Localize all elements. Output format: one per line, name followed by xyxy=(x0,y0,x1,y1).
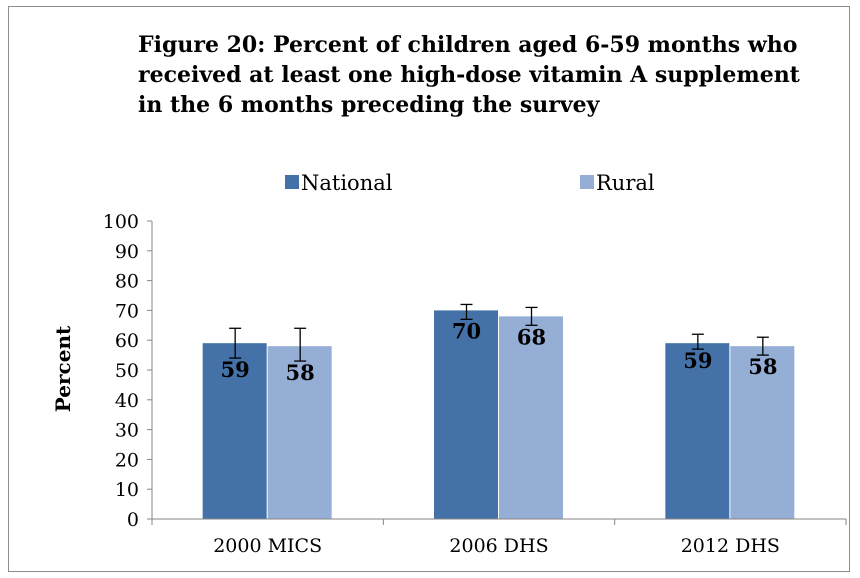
legend-swatch-rural xyxy=(580,175,594,189)
bars xyxy=(202,310,795,519)
y-tick-label: 60 xyxy=(115,330,139,352)
y-tick-label: 80 xyxy=(115,271,139,293)
y-tick-label: 90 xyxy=(115,241,139,263)
x-tick-label: 2000 MICS xyxy=(213,535,322,557)
chart-title-line: received at least one high-dose vitamin … xyxy=(138,62,800,88)
bar-rural xyxy=(499,316,563,519)
y-tick-label: 70 xyxy=(115,300,139,322)
bar-national xyxy=(665,343,730,519)
y-tick-label: 0 xyxy=(127,509,139,531)
chart-title-line: in the 6 months preceding the survey xyxy=(138,92,600,118)
y-tick-label: 40 xyxy=(115,390,139,412)
x-tick-label: 2006 DHS xyxy=(449,535,548,557)
y-tick-label: 10 xyxy=(115,479,139,501)
y-tick-label: 20 xyxy=(115,449,139,471)
chart-title: Figure 20: Percent of children aged 6-59… xyxy=(138,30,818,120)
data-label: 58 xyxy=(748,354,777,379)
y-tick-label: 30 xyxy=(115,420,139,442)
legend-swatch-national xyxy=(285,175,299,189)
legend: National Rural xyxy=(285,171,655,195)
error-bars xyxy=(229,303,769,362)
bar-rural xyxy=(730,346,795,519)
data-labels: 59 58 70 68 59 58 xyxy=(221,318,778,385)
y-axis-label: Percent xyxy=(51,325,75,412)
legend-label-rural: Rural xyxy=(596,171,655,195)
data-label: 59 xyxy=(683,348,712,373)
x-tick-label: 2012 DHS xyxy=(681,535,780,557)
bar-national xyxy=(202,343,267,519)
data-label: 68 xyxy=(517,324,546,349)
data-label: 70 xyxy=(452,318,481,343)
y-axis-ticks: 0 10 20 30 40 50 60 70 80 90 100 xyxy=(103,211,152,531)
data-label: 59 xyxy=(221,357,250,382)
legend-label-national: National xyxy=(301,171,393,195)
data-label: 58 xyxy=(286,360,315,385)
y-tick-label: 50 xyxy=(115,360,139,382)
bar-rural xyxy=(267,346,332,519)
x-axis-ticks: 2000 MICS 2006 DHS 2012 DHS xyxy=(151,519,847,557)
chart-title-line: Figure 20: Percent of children aged 6-59… xyxy=(138,32,798,58)
y-tick-label: 100 xyxy=(103,211,139,233)
bar-national xyxy=(434,310,498,519)
